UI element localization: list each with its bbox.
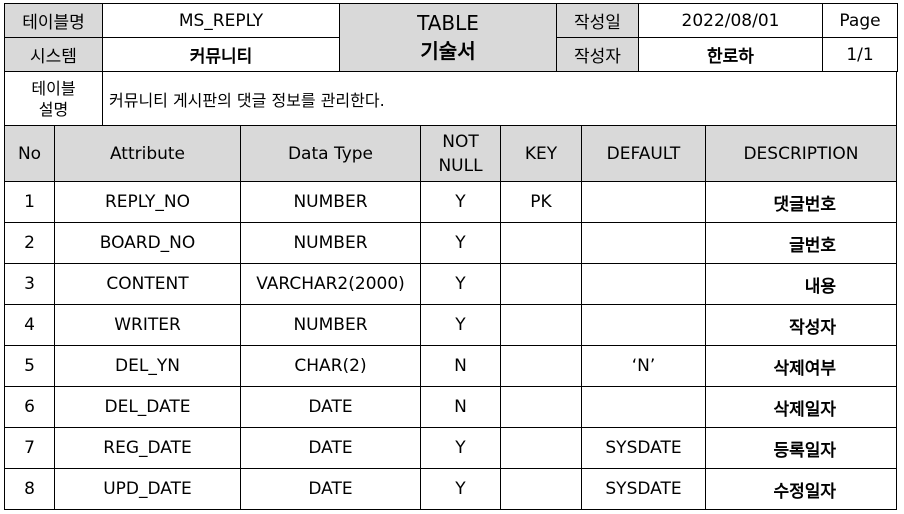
col-description: DESCRIPTION — [705, 125, 897, 182]
table-spec-document: 테이블명 MS_REPLY TABLE 기술서 작성일 2022/08/01 P… — [4, 3, 898, 510]
cell-no: 8 — [4, 468, 55, 510]
cell-attribute: DEL_DATE — [54, 386, 241, 428]
author-label: 작성자 — [556, 37, 639, 72]
cell-attribute: UPD_DATE — [54, 468, 241, 510]
cell-type: CHAR(2) — [240, 345, 421, 387]
cell-default: SYSDATE — [581, 468, 706, 510]
cell-type: NUMBER — [240, 181, 421, 223]
col-default: DEFAULT — [581, 125, 706, 182]
system-label: 시스템 — [4, 37, 103, 72]
col-data-type: Data Type — [240, 125, 421, 182]
cell-description: 등록일자 — [705, 427, 897, 469]
attribute-table: No Attribute Data Type NOT NULL KEY DEFA… — [4, 125, 897, 510]
cell-key — [500, 222, 582, 264]
cell-attribute: REG_DATE — [54, 427, 241, 469]
cell-default: SYSDATE — [581, 427, 706, 469]
table-name-value: MS_REPLY — [102, 3, 340, 38]
cell-not-null: Y — [420, 181, 501, 223]
cell-type: DATE — [240, 468, 421, 510]
cell-no: 5 — [4, 345, 55, 387]
document-title-line1: TABLE — [417, 11, 479, 35]
cell-key — [500, 427, 582, 469]
cell-no: 2 — [4, 222, 55, 264]
table-description: 커뮤니티 게시판의 댓글 정보를 관리한다. — [102, 71, 897, 126]
document-title-line2: 기술서 — [420, 39, 476, 63]
table-description-label: 테이블 설명 — [4, 71, 103, 126]
cell-key — [500, 304, 582, 346]
table-row: 4 WRITER NUMBER Y 작성자 — [4, 304, 897, 346]
cell-key — [500, 345, 582, 387]
cell-no: 6 — [4, 386, 55, 428]
cell-type: DATE — [240, 427, 421, 469]
header-table: 테이블명 MS_REPLY TABLE 기술서 작성일 2022/08/01 P… — [4, 3, 898, 72]
cell-type: VARCHAR2(2000) — [240, 263, 421, 305]
cell-not-null: Y — [420, 427, 501, 469]
cell-not-null: N — [420, 345, 501, 387]
col-attribute: Attribute — [54, 125, 241, 182]
cell-no: 7 — [4, 427, 55, 469]
cell-no: 4 — [4, 304, 55, 346]
cell-description: 내용 — [705, 263, 897, 305]
page-label: Page — [822, 3, 898, 38]
cell-no: 3 — [4, 263, 55, 305]
cell-type: NUMBER — [240, 222, 421, 264]
col-not-null: NOT NULL — [420, 125, 501, 182]
cell-key — [500, 386, 582, 428]
cell-default — [581, 263, 706, 305]
cell-attribute: REPLY_NO — [54, 181, 241, 223]
cell-description: 글번호 — [705, 222, 897, 264]
cell-no: 1 — [4, 181, 55, 223]
cell-type: DATE — [240, 386, 421, 428]
col-key: KEY — [500, 125, 582, 182]
cell-not-null: Y — [420, 304, 501, 346]
cell-default — [581, 386, 706, 428]
cell-not-null: Y — [420, 222, 501, 264]
cell-description: 삭제여부 — [705, 345, 897, 387]
cell-default — [581, 222, 706, 264]
system-value: 커뮤니티 — [102, 37, 340, 72]
cell-not-null: Y — [420, 468, 501, 510]
date-label: 작성일 — [556, 3, 639, 38]
author-value: 한로하 — [638, 37, 823, 72]
cell-not-null: N — [420, 386, 501, 428]
cell-attribute: CONTENT — [54, 263, 241, 305]
cell-description: 삭제일자 — [705, 386, 897, 428]
table-row: 7 REG_DATE DATE Y SYSDATE 등록일자 — [4, 427, 897, 469]
cell-key: PK — [500, 181, 582, 223]
col-not-null-line1: NOT — [442, 131, 479, 152]
col-no: No — [4, 125, 55, 182]
col-not-null-line2: NULL — [438, 155, 483, 176]
cell-key — [500, 263, 582, 305]
cell-type: NUMBER — [240, 304, 421, 346]
description-table: 테이블 설명 커뮤니티 게시판의 댓글 정보를 관리한다. — [4, 71, 897, 126]
cell-attribute: BOARD_NO — [54, 222, 241, 264]
cell-description: 댓글번호 — [705, 181, 897, 223]
cell-default — [581, 304, 706, 346]
table-row: 1 REPLY_NO NUMBER Y PK 댓글번호 — [4, 181, 897, 223]
column-header-row: No Attribute Data Type NOT NULL KEY DEFA… — [4, 125, 897, 182]
table-row: 6 DEL_DATE DATE N 삭제일자 — [4, 386, 897, 428]
table-row: 2 BOARD_NO NUMBER Y 글번호 — [4, 222, 897, 264]
table-row: 5 DEL_YN CHAR(2) N ‘N’ 삭제여부 — [4, 345, 897, 387]
desc-label-line1: 테이블 — [31, 78, 76, 98]
table-row: 8 UPD_DATE DATE Y SYSDATE 수정일자 — [4, 468, 897, 510]
cell-attribute: WRITER — [54, 304, 241, 346]
cell-not-null: Y — [420, 263, 501, 305]
cell-default: ‘N’ — [581, 345, 706, 387]
cell-key — [500, 468, 582, 510]
table-row: 3 CONTENT VARCHAR2(2000) Y 내용 — [4, 263, 897, 305]
cell-default — [581, 181, 706, 223]
table-name-label: 테이블명 — [4, 3, 103, 38]
page-value: 1/1 — [822, 37, 898, 72]
desc-label-line2: 설명 — [38, 99, 69, 119]
cell-description: 작성자 — [705, 304, 897, 346]
cell-description: 수정일자 — [705, 468, 897, 510]
date-value: 2022/08/01 — [638, 3, 823, 38]
cell-attribute: DEL_YN — [54, 345, 241, 387]
document-title: TABLE 기술서 — [339, 3, 557, 72]
